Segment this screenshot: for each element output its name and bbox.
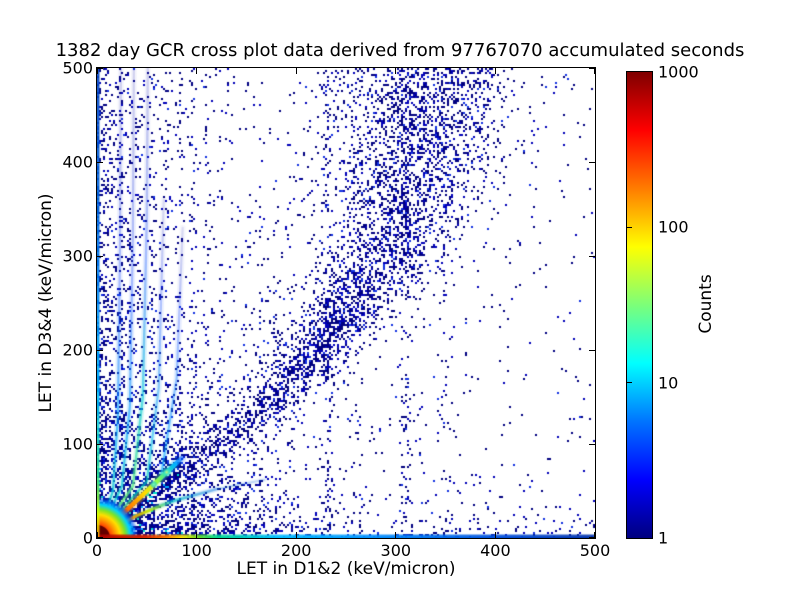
x-tick-mark	[395, 68, 397, 74]
x-tick-label: 200	[280, 541, 312, 560]
x-tick-mark	[494, 68, 496, 74]
colorbar	[626, 71, 653, 539]
y-tick-label: 0	[82, 528, 93, 548]
y-tick-mark	[97, 68, 103, 69]
y-tick-mark	[589, 161, 595, 163]
x-tick-mark	[593, 68, 595, 74]
colorbar-tick-label: 1	[658, 528, 669, 548]
x-tick-mark	[295, 68, 297, 74]
x-tick-label: 100	[181, 541, 212, 560]
x-tick-mark	[593, 532, 595, 538]
y-tick-label: 400	[62, 152, 93, 172]
x-tick-label: 300	[380, 541, 412, 560]
y-tick-label: 300	[62, 246, 93, 266]
y-tick-mark	[97, 443, 103, 445]
x-tick-label: 0	[91, 541, 103, 560]
x-tick-label: 400	[480, 541, 511, 560]
x-tick-mark	[196, 68, 198, 74]
y-tick-mark	[97, 161, 103, 163]
heatmap-canvas	[97, 68, 595, 538]
colorbar-tick-label: 10	[658, 373, 679, 393]
x-tick-mark	[395, 532, 397, 538]
y-tick-label: 200	[62, 340, 93, 360]
x-tick-mark	[97, 68, 98, 74]
colorbar-label: Counts	[696, 274, 716, 334]
y-tick-label: 100	[62, 434, 93, 454]
plot-area	[96, 67, 596, 539]
y-tick-mark	[589, 255, 595, 257]
figure-title-line-1: 1382 day GCR cross plot data derived fro…	[55, 40, 745, 61]
x-tick-mark	[295, 532, 297, 538]
x-tick-mark	[196, 532, 198, 538]
x-tick-mark	[97, 532, 98, 538]
colorbar-tick-label: 100	[658, 217, 689, 237]
y-axis-label: LET in D3&4 (keV/micron)	[36, 193, 56, 413]
x-axis-label: LET in D1&2 (keV/micron)	[236, 559, 456, 579]
y-tick-mark	[589, 349, 595, 351]
y-tick-mark	[589, 536, 595, 538]
colorbar-tick-mark	[627, 382, 632, 384]
y-tick-mark	[97, 536, 103, 538]
y-tick-mark	[589, 68, 595, 69]
y-tick-mark	[589, 443, 595, 445]
y-tick-label: 500	[62, 58, 93, 78]
y-tick-mark	[97, 255, 103, 257]
x-tick-label: 500	[579, 541, 611, 560]
colorbar-tick-label: 1000	[658, 62, 699, 82]
x-tick-mark	[494, 532, 496, 538]
colorbar-tick-mark	[627, 226, 632, 228]
y-tick-mark	[97, 349, 103, 351]
